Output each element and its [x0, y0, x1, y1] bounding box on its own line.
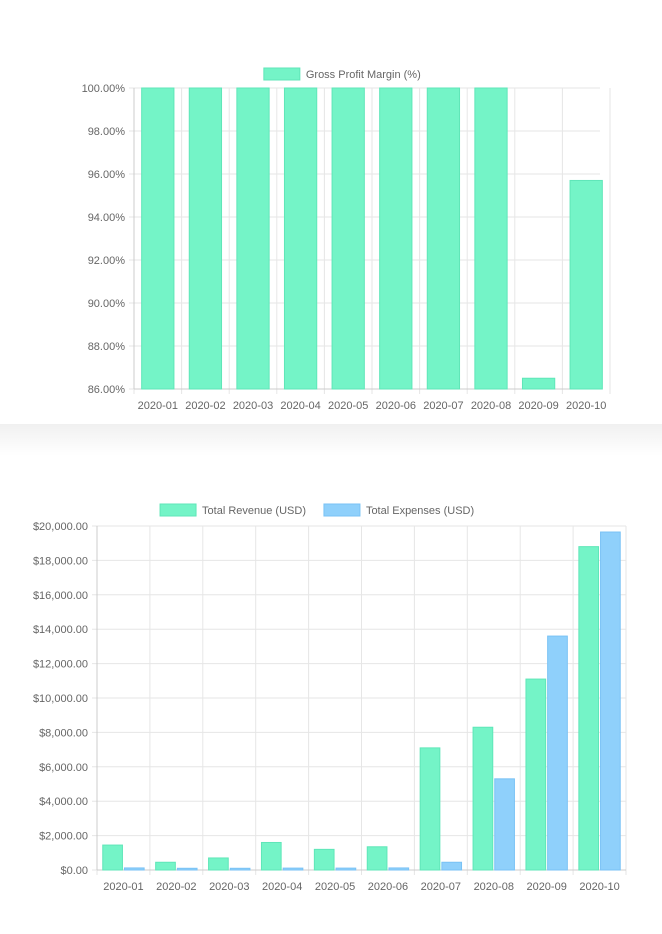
y-tick-label: 100.00%: [82, 83, 126, 95]
panel-divider-shadow: [0, 424, 662, 464]
bar: [282, 867, 304, 871]
x-tick-label: 2020-09: [518, 400, 558, 412]
bar: [260, 841, 282, 871]
legend-label: Total Revenue (USD): [202, 505, 306, 517]
bar: [331, 87, 365, 390]
x-tick-label: 2020-10: [579, 881, 619, 893]
legend-swatch: [159, 503, 197, 517]
y-tick-label: $14,000.00: [33, 624, 88, 636]
bar: [600, 531, 621, 871]
bar: [335, 867, 357, 871]
x-tick-label: 2020-09: [526, 881, 566, 893]
x-tick-label: 2020-10: [566, 400, 606, 412]
bar: [283, 87, 318, 390]
bar: [525, 678, 547, 871]
x-tick-label: 2020-08: [471, 400, 511, 412]
bar: [474, 87, 508, 390]
y-tick-label: $0.00: [60, 865, 88, 877]
bar: [388, 867, 410, 871]
bar: [521, 377, 556, 390]
x-tick-label: 2020-01: [138, 400, 178, 412]
bar: [236, 87, 270, 390]
y-tick-label: $12,000.00: [33, 659, 88, 671]
x-tick-label: 2020-05: [315, 881, 355, 893]
y-tick-label: $18,000.00: [33, 555, 88, 567]
bar: [188, 87, 223, 390]
bar: [123, 867, 145, 871]
y-tick-label: 98.00%: [88, 126, 126, 138]
y-tick-label: 96.00%: [88, 169, 126, 181]
bar: [208, 857, 229, 871]
x-tick-label: 2020-01: [103, 881, 143, 893]
y-tick-label: 92.00%: [88, 255, 126, 267]
y-tick-label: $4,000.00: [39, 796, 88, 808]
legend-swatch: [263, 67, 301, 81]
x-tick-label: 2020-07: [423, 400, 463, 412]
bar: [155, 861, 176, 871]
y-tick-label: $10,000.00: [33, 693, 88, 705]
gross-profit-margin-chart: 100.00% 98.00% 96.00% 94.00% 92.00% 90.00% 88.…: [82, 67, 611, 412]
bar: [366, 846, 388, 871]
x-tick-label: 2020-03: [209, 881, 249, 893]
bar: [494, 778, 515, 871]
bar: [547, 635, 568, 871]
x-tick-label: 2020-02: [156, 881, 196, 893]
legend-label: Total Expenses (USD): [366, 505, 474, 517]
revenue-expenses-chart-panel: $20,000.00 $18,000.00 $16,000.00 $14,000.00…: [0, 424, 662, 934]
x-tick-label: 2020-08: [474, 881, 514, 893]
legend-label: Gross Profit Margin (%): [306, 69, 421, 81]
bar: [569, 179, 603, 390]
x-tick-label: 2020-06: [376, 400, 416, 412]
bar: [141, 87, 175, 390]
bar: [578, 546, 600, 871]
y-tick-label: $2,000.00: [39, 831, 88, 843]
bar: [426, 87, 461, 390]
legend-swatch: [323, 503, 361, 517]
y-tick-label: $20,000.00: [33, 521, 88, 533]
y-tick-label: $8,000.00: [39, 727, 88, 739]
revenue-expenses-chart: $20,000.00 $18,000.00 $16,000.00 $14,000.00…: [33, 503, 627, 893]
x-tick-label: 2020-07: [421, 881, 461, 893]
bar: [176, 867, 198, 871]
x-tick-label: 2020-03: [233, 400, 273, 412]
margin-chart-panel: 100.00% 98.00% 96.00% 94.00% 92.00% 90.00% 88.…: [0, 0, 662, 424]
x-tick-label: 2020-04: [280, 400, 320, 412]
y-tick-label: 88.00%: [88, 341, 126, 353]
y-tick-label: 86.00%: [88, 384, 126, 396]
bar: [102, 844, 123, 871]
bar: [313, 848, 335, 871]
x-tick-label: 2020-04: [262, 881, 302, 893]
y-tick-label: $6,000.00: [39, 762, 88, 774]
x-tick-label: 2020-02: [185, 400, 225, 412]
x-tick-label: 2020-05: [328, 400, 368, 412]
y-tick-label: 90.00%: [88, 298, 126, 310]
bar: [441, 861, 463, 871]
y-tick-label: $16,000.00: [33, 590, 88, 602]
bar: [229, 867, 251, 871]
bar: [379, 87, 413, 390]
bar: [419, 747, 441, 871]
x-tick-label: 2020-06: [368, 881, 408, 893]
y-tick-label: 94.00%: [88, 212, 126, 224]
bar: [472, 726, 494, 871]
